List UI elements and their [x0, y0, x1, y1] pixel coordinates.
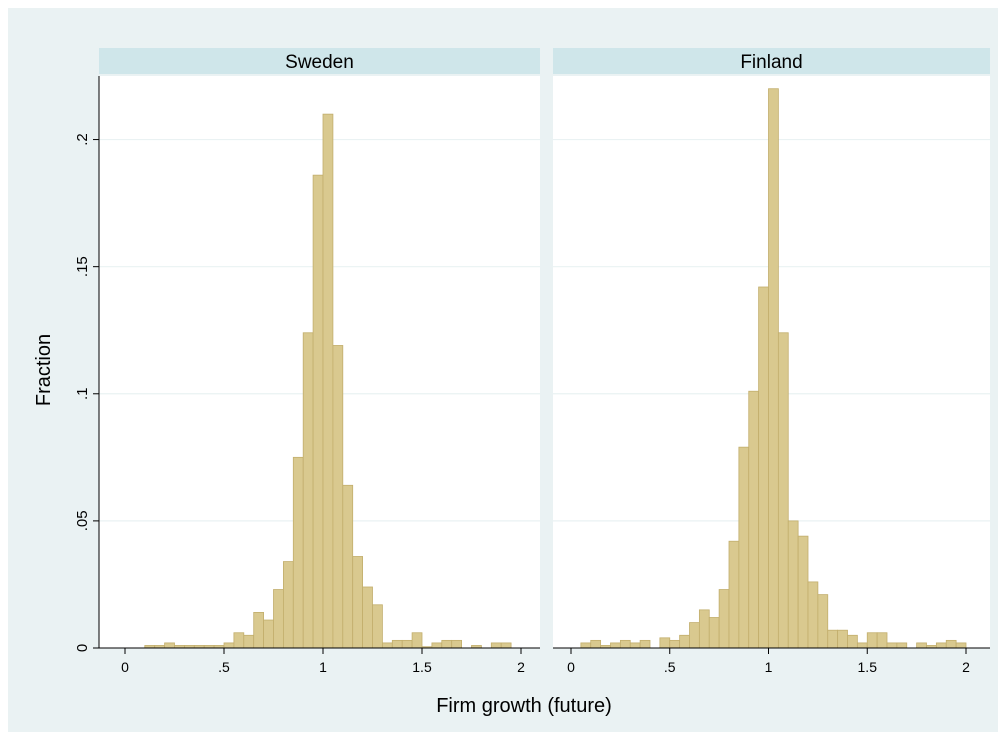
histogram-bar [708, 617, 720, 649]
y-tick-label: .2 [74, 133, 91, 146]
histogram-bar [352, 556, 364, 649]
histogram-bar [758, 286, 769, 649]
histogram-bar [807, 581, 819, 649]
x-axis-label: Firm growth (future) [436, 695, 612, 717]
histogram-bar [164, 642, 175, 649]
histogram-bar [263, 619, 274, 649]
y-tick-label: .1 [74, 388, 91, 401]
histogram-bar [955, 642, 967, 649]
histogram-bar [619, 639, 631, 649]
histogram-bar [500, 642, 512, 649]
histogram-bar [223, 642, 235, 649]
histogram-chart: Sweden 0 .5 1 1.5 2 Finland 0 .5 1 1.5 2 0 .05 .1 .15.… [33, 48, 990, 717]
histogram-bar [590, 639, 602, 649]
histogram-bar [817, 594, 829, 649]
histogram-bar [253, 612, 264, 649]
histogram-bar [896, 642, 908, 649]
histogram-bar [401, 639, 413, 649]
histogram-bar [639, 639, 651, 649]
histogram-bar [847, 634, 858, 649]
histogram-bar [243, 634, 255, 649]
x-tick-label: 1 [319, 659, 327, 675]
histogram-bar [876, 632, 888, 649]
histogram-bar [372, 604, 383, 649]
histogram-bar [797, 535, 809, 649]
histogram-bar [728, 540, 740, 649]
histogram-bar [490, 642, 502, 649]
panel-title: Finland [740, 52, 802, 73]
histogram-bar [659, 637, 671, 649]
x-tick-label: .5 [664, 659, 676, 675]
panel-header [99, 48, 540, 74]
histogram-bar [768, 88, 779, 649]
x-tick-label: 0 [121, 659, 129, 675]
histogram-bar [856, 642, 868, 649]
x-tick-label: 1.5 [858, 659, 878, 675]
histogram-bar [431, 642, 443, 649]
x-tick-label: 2 [962, 659, 970, 675]
histogram-bar [342, 484, 354, 649]
histogram-bar [629, 642, 641, 649]
histogram-bar [273, 589, 284, 649]
histogram-bar [233, 632, 245, 649]
histogram-bar [837, 629, 848, 649]
histogram-bar [391, 639, 403, 649]
histogram-bar [935, 642, 947, 649]
histogram-bar [718, 589, 730, 649]
histogram-bar [322, 113, 334, 649]
panel-title: Sweden [285, 52, 354, 73]
x-tick-label: 2 [517, 659, 525, 675]
histogram-bar [312, 174, 324, 649]
histogram-bar [292, 456, 304, 649]
histogram-bar [827, 629, 839, 649]
histogram-bar [610, 642, 621, 649]
x-tick-label: 1.5 [412, 659, 432, 675]
panel-header [553, 48, 990, 74]
panel-sweden: Sweden 0 .5 1 1.5 2 [99, 48, 540, 675]
histogram-bar [441, 639, 453, 649]
panels-layer: Sweden 0 .5 1 1.5 2 Finland 0 .5 1 1.5 2 [99, 48, 990, 675]
histogram-bar [451, 639, 463, 649]
histogram-bar [381, 642, 393, 649]
histogram-bar [945, 639, 957, 649]
histogram-bar [669, 639, 681, 649]
histogram-bar [580, 642, 592, 649]
x-tick-label: .5 [218, 659, 230, 675]
histogram-bar [698, 609, 710, 649]
histogram-bar [748, 390, 760, 649]
histogram-bar [787, 520, 799, 649]
histogram-bar [332, 345, 344, 649]
x-tick-label: 0 [567, 659, 575, 675]
histogram-bar [738, 446, 750, 649]
y-tick-label: .05 [74, 510, 91, 531]
y-tick-label: .15 [74, 256, 91, 277]
histogram-bar [411, 632, 423, 649]
histogram-bar [916, 642, 927, 649]
x-tick-label: 1 [765, 659, 773, 675]
histogram-bar [362, 586, 373, 649]
histogram-bar [302, 332, 314, 649]
histogram-bar [679, 634, 690, 649]
panel-finland: Finland 0 .5 1 1.5 2 [553, 48, 990, 675]
histogram-bar [282, 561, 294, 649]
histogram-bar [866, 632, 878, 649]
y-axis: 0 .05 .1 .15 .2 [74, 76, 100, 652]
histogram-bar [886, 642, 898, 649]
y-axis-label: Fraction [33, 334, 55, 406]
histogram-bar [777, 332, 789, 649]
histogram-figure: Sweden 0 .5 1 1.5 2 Finland 0 .5 1 1.5 2 0 .05 .1 .15.… [8, 8, 998, 732]
y-tick-label: 0 [74, 644, 91, 652]
histogram-bar [689, 622, 700, 649]
